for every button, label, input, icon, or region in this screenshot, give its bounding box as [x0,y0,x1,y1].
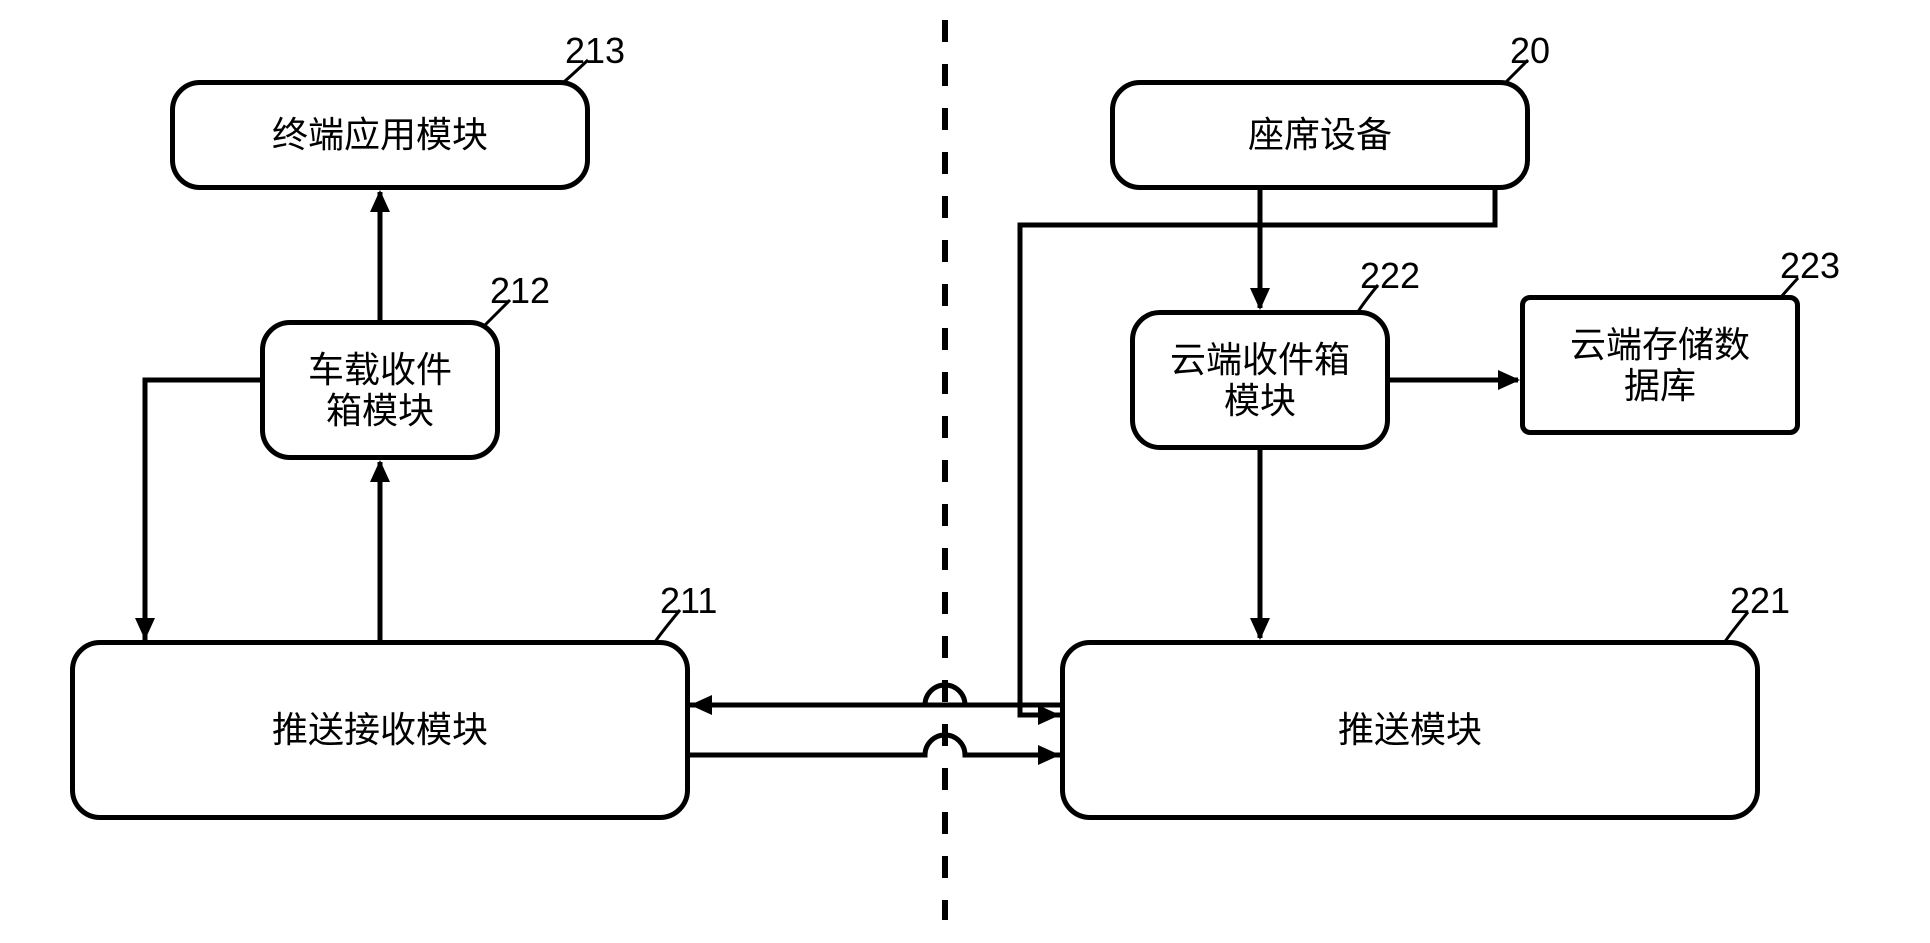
node-text: 推送接收模块 [272,709,488,750]
node-n223: 云端存储数 据库 [1520,295,1800,435]
node-text: 终端应用模块 [272,114,488,155]
ref-label-n222: 222 [1360,255,1420,297]
node-text: 座席设备 [1248,114,1392,155]
system-diagram: 终端应用模块车载收件 箱模块推送接收模块 座席设备云端收件箱 模块 云端存储数 据库… [0,0,1930,943]
ref-label-n211: 211 [660,580,717,622]
ref-label-n20: 20 [1510,30,1550,72]
node-n221: 推送模块 [1060,640,1760,820]
node-text: 云端存储数 据库 [1570,324,1750,407]
ref-label-n221: 221 [1730,580,1790,622]
node-text: 云端收件箱 模块 [1170,339,1350,422]
node-n211: 推送接收模块 [70,640,690,820]
node-text: 车载收件 箱模块 [308,349,452,432]
ref-label-n213: 213 [565,30,625,72]
node-n213: 终端应用模块 [170,80,590,190]
ref-label-n223: 223 [1780,245,1840,287]
node-n20: 座席设备 [1110,80,1530,190]
node-n222: 云端收件箱 模块 [1130,310,1390,450]
node-n212: 车载收件 箱模块 [260,320,500,460]
ref-label-n212: 212 [490,270,550,312]
node-text: 推送模块 [1338,709,1482,750]
